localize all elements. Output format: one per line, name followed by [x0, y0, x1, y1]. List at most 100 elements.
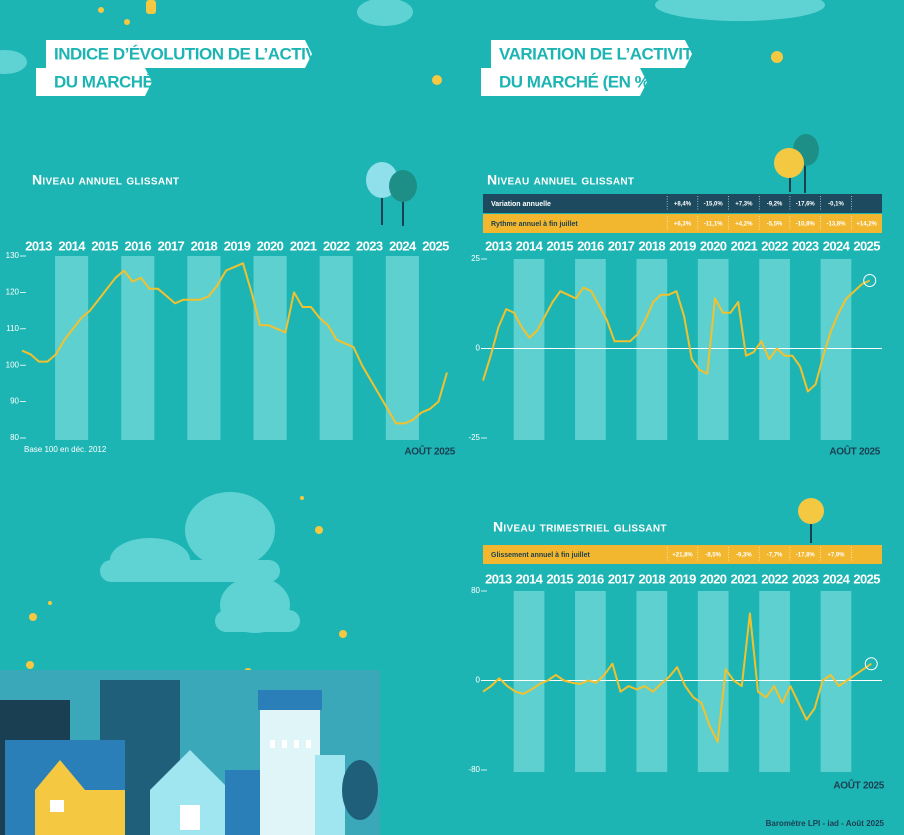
x-tick-label: 2025	[853, 571, 880, 586]
year-band	[636, 259, 668, 440]
y-tick-label: 0	[476, 344, 481, 353]
x-tick-label: 2015	[91, 238, 118, 253]
table-cell: +8,4%	[674, 202, 692, 208]
x-tick-label: 2019	[669, 571, 696, 586]
end-marker	[864, 657, 878, 671]
heading-line: DU MARCHÉ (EN %)	[499, 72, 654, 91]
y-tick-label: 110	[6, 324, 19, 333]
date-label: AOÛT 2025	[829, 445, 880, 458]
y-tick-label: 120	[6, 288, 20, 297]
decoration	[0, 0, 825, 835]
trees	[366, 134, 824, 543]
year-band	[319, 256, 353, 440]
x-tick-label: 2014	[58, 238, 86, 253]
data-line	[21, 262, 448, 425]
x-tick-label: 2019	[669, 238, 696, 253]
table-cell: -10,8%	[796, 222, 816, 228]
table-row	[483, 545, 882, 564]
year-band	[697, 259, 729, 440]
x-tick-label: 2021	[290, 238, 317, 253]
table-cell: -11,1%	[704, 222, 723, 228]
year-band	[121, 256, 155, 440]
chart-title: Niveau annuel glissant	[32, 172, 179, 188]
table-cell: -0,1%	[828, 202, 844, 208]
x-tick-label: 2014	[516, 571, 544, 586]
x-tick-label: 2014	[516, 238, 544, 253]
data-line	[482, 612, 872, 743]
x-tick-label: 2022	[761, 571, 788, 586]
year-band	[513, 591, 545, 772]
table-cell: -5,5%	[767, 222, 783, 228]
date-label: AOÛT 2025	[404, 445, 455, 458]
data-line	[482, 279, 871, 393]
x-tick-label: 2017	[608, 571, 635, 586]
row-label: Variation annuelle	[491, 201, 551, 208]
year-band	[187, 256, 221, 440]
y-tick-label: 25	[471, 254, 480, 263]
end-marker	[863, 273, 877, 287]
y-tick-label: 100	[6, 360, 20, 369]
x-tick-label: 2016	[577, 571, 604, 586]
y-tick-label: -25	[468, 433, 480, 442]
table-cell: -17,6%	[796, 202, 816, 208]
year-band	[253, 256, 287, 440]
x-tick-label: 2018	[639, 571, 666, 586]
table-cell: -13,8%	[826, 222, 846, 228]
date-label: AOÛT 2025	[833, 779, 884, 792]
table-cell: -15,0%	[704, 202, 724, 208]
year-band	[513, 259, 545, 440]
x-tick-label: 2021	[731, 238, 758, 253]
y-tick-label: 80	[10, 433, 19, 442]
table-cell: -8,5%	[705, 553, 721, 559]
x-tick-label: 2018	[639, 238, 666, 253]
x-tick-label: 2015	[546, 238, 573, 253]
x-tick-label: 2017	[608, 238, 635, 253]
x-tick-label: 2023	[792, 571, 819, 586]
x-tick-label: 2024	[823, 238, 851, 253]
footer: Baromètre LPI - iad - Août 2025	[766, 819, 885, 828]
row-label: Glissement annuel à fin juillet	[491, 552, 590, 559]
y-tick-label: 90	[10, 397, 19, 406]
x-tick-label: 2020	[257, 238, 284, 253]
table-cell: +4,2%	[735, 222, 753, 228]
x-tick-label: 2013	[485, 238, 512, 253]
year-band	[636, 591, 668, 772]
x-tick-label: 2018	[191, 238, 218, 253]
x-tick-label: 2015	[546, 571, 573, 586]
x-tick-label: 2013	[485, 571, 512, 586]
x-tick-label: 2022	[761, 238, 788, 253]
y-tick-label: 130	[6, 251, 20, 260]
table-row	[483, 214, 882, 233]
table-cell: +14,2%	[856, 222, 877, 228]
table-cell: +7,9%	[827, 553, 845, 559]
year-band	[385, 256, 419, 440]
x-tick-label: 2023	[792, 238, 819, 253]
heading-line: VARIATION DE L’ACTIVITÉ	[499, 44, 703, 63]
buildings	[0, 670, 380, 835]
x-tick-label: 2017	[158, 238, 185, 253]
year-band	[759, 591, 790, 772]
table-cell: -9,3%	[736, 553, 752, 559]
banner-bg	[36, 40, 692, 96]
heading-line: INDICE D’ÉVOLUTION DE L’ACTIVITÉ	[54, 44, 341, 63]
chart-title: Niveau trimestriel glissant	[493, 519, 667, 535]
table-cell: +21,8%	[672, 553, 693, 559]
heading-line: DU MARCHÉ	[54, 72, 154, 91]
note: Base 100 en déc. 2012	[24, 445, 107, 454]
year-band	[759, 259, 790, 440]
table-cell: +7,3%	[735, 202, 753, 208]
table-cell: -17,8%	[796, 553, 816, 559]
table-cell: -7,7%	[767, 553, 783, 559]
row-label: Rythme annuel à fin juillet	[491, 221, 578, 228]
y-tick-label: -80	[468, 765, 480, 774]
x-tick-label: 2024	[389, 238, 417, 253]
x-tick-label: 2016	[577, 238, 604, 253]
x-tick-label: 2022	[323, 238, 350, 253]
y-tick-label: 0	[476, 676, 481, 685]
year-band	[575, 259, 606, 440]
x-tick-label: 2020	[700, 238, 727, 253]
y-tick-label: 80	[471, 586, 480, 595]
table-row	[483, 194, 882, 213]
